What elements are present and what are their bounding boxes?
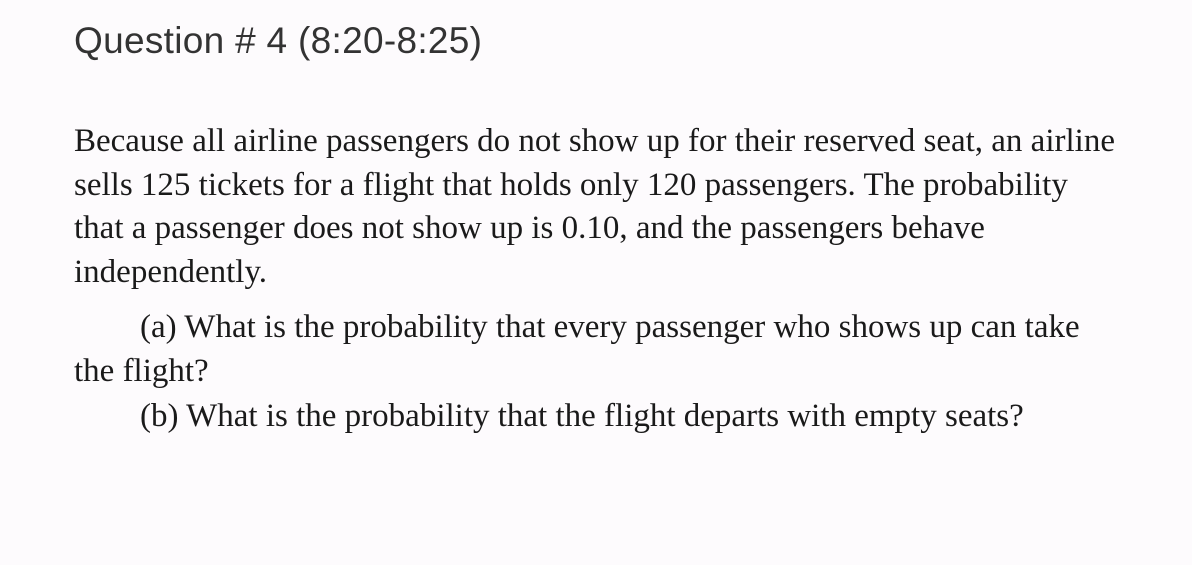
question-intro: Because all airline passengers do not sh… xyxy=(74,120,1118,294)
part-a-label: (a) xyxy=(74,306,177,350)
part-b-text: What is the probability that the flight … xyxy=(186,398,1024,434)
part-a-text: What is the probability that every passe… xyxy=(74,309,1080,389)
question-part-b: (b) What is the probability that the fli… xyxy=(74,395,1118,439)
part-b-label: (b) xyxy=(74,395,178,439)
question-part-a: (a) What is the probability that every p… xyxy=(74,306,1118,393)
question-heading: Question # 4 (8:20-8:25) xyxy=(74,20,1118,62)
